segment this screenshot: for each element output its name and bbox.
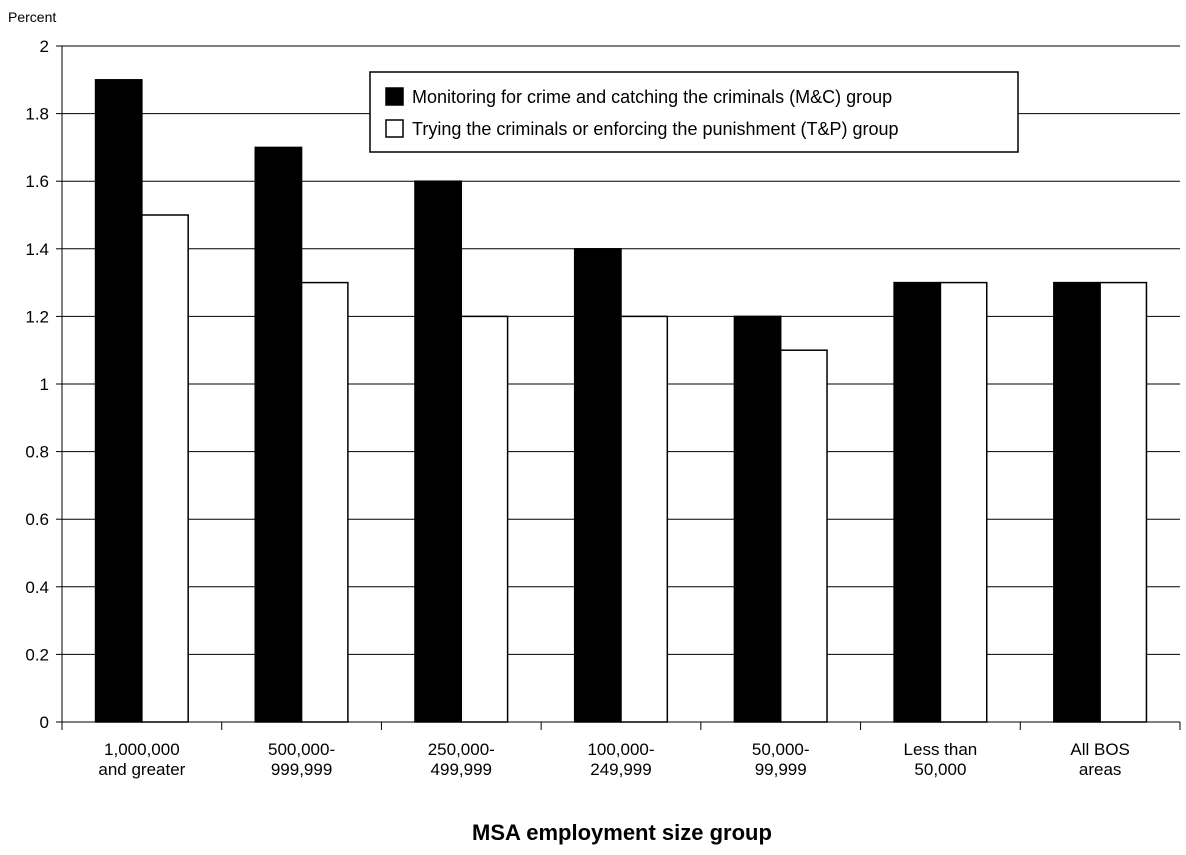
x-tick-label: 99,999	[755, 760, 807, 779]
y-tick-label: 0.6	[25, 510, 49, 529]
y-tick-label: 0.2	[25, 645, 49, 664]
legend-label-mc: Monitoring for crime and catching the cr…	[412, 87, 892, 107]
legend-swatch-mc	[385, 87, 404, 106]
y-tick-label: 0.4	[25, 578, 49, 597]
x-tick-label: Less than	[904, 740, 978, 759]
x-tick-label: and greater	[98, 760, 185, 779]
bar-tp	[1099, 281, 1148, 723]
bar-tp	[141, 214, 189, 723]
bars	[94, 79, 1148, 723]
y-tick-label: 1	[40, 375, 49, 394]
bar-mc	[254, 146, 303, 723]
legend: Monitoring for crime and catching the cr…	[369, 71, 1019, 153]
bar-mc	[893, 281, 942, 723]
bar-tp	[939, 281, 988, 723]
y-tick-label: 0.8	[25, 443, 49, 462]
y-tick-label: 1.6	[25, 172, 49, 191]
y-axis: 0 0.2 0.4 0.6 0.8 1 1.2 1.4 1.6 1.8 2	[25, 37, 63, 732]
x-tick-label: 50,000-	[752, 740, 810, 759]
bar-mc	[733, 315, 782, 723]
x-tick-label: 499,999	[431, 760, 492, 779]
x-tick-label: 100,000-	[587, 740, 654, 759]
bar-mc	[573, 248, 622, 723]
y-tick-label: 1.4	[25, 240, 49, 259]
x-tick-label: 500,000-	[268, 740, 335, 759]
x-tick-label: All BOS	[1070, 740, 1130, 759]
bar-mc	[1053, 281, 1101, 723]
bar-tp	[620, 315, 669, 723]
bar-tp	[460, 315, 509, 723]
x-tick-label: areas	[1079, 760, 1122, 779]
x-tick-label: 50,000	[914, 760, 966, 779]
x-axis-label: MSA employment size group	[472, 820, 772, 845]
legend-swatch-tp	[385, 119, 404, 138]
bar-mc	[94, 79, 143, 723]
y-tick-label: 1.2	[25, 307, 49, 326]
bar-tp	[300, 281, 349, 723]
legend-label-tp: Trying the criminals or enforcing the pu…	[412, 119, 899, 139]
x-tick-label: 1,000,000	[104, 740, 180, 759]
x-tick-label: 250,000-	[428, 740, 495, 759]
bar-mc	[414, 180, 463, 723]
y-axis-label: Percent	[8, 9, 56, 25]
bar-tp	[779, 349, 828, 723]
y-tick-label: 1.8	[25, 105, 49, 124]
x-tick-label: 249,999	[590, 760, 651, 779]
y-tick-label: 2	[40, 37, 49, 56]
y-tick-label: 0	[40, 713, 49, 732]
legend-box	[369, 71, 1019, 153]
x-tick-label: 999,999	[271, 760, 332, 779]
